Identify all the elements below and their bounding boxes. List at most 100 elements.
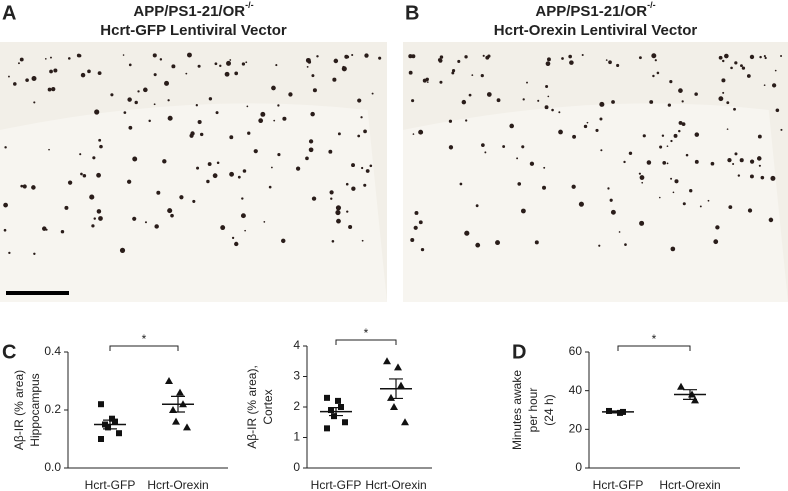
plaque bbox=[413, 225, 418, 230]
plaque bbox=[31, 75, 37, 81]
plaque bbox=[770, 175, 776, 181]
plaque bbox=[277, 153, 281, 157]
plaque bbox=[242, 169, 247, 173]
sem-bar bbox=[329, 407, 343, 417]
plaque bbox=[545, 85, 549, 89]
plaque bbox=[670, 177, 673, 180]
plaque bbox=[547, 95, 550, 98]
plaque bbox=[694, 159, 699, 164]
plaque bbox=[335, 205, 342, 211]
plaque bbox=[426, 81, 429, 83]
plaque bbox=[756, 156, 762, 161]
y-tick-label: 60 bbox=[569, 344, 583, 358]
sem-bar bbox=[171, 395, 185, 413]
y-tick-label: 20 bbox=[569, 422, 583, 436]
plaque bbox=[96, 172, 101, 178]
plaque bbox=[42, 226, 47, 231]
plaque bbox=[718, 55, 723, 60]
panel-label: C bbox=[2, 341, 16, 363]
plaque bbox=[727, 157, 732, 163]
plaque bbox=[670, 139, 673, 143]
plaque bbox=[253, 149, 258, 154]
plaque bbox=[8, 251, 11, 255]
plaque bbox=[263, 221, 266, 223]
plaque bbox=[639, 220, 645, 226]
plaque bbox=[609, 198, 613, 202]
plaque bbox=[545, 61, 551, 67]
plaque bbox=[740, 64, 743, 68]
plaque bbox=[678, 129, 681, 133]
plaque bbox=[749, 174, 754, 179]
y-tick-label: 4 bbox=[293, 338, 300, 352]
plaque bbox=[682, 202, 686, 206]
plaque bbox=[746, 74, 751, 78]
plaque bbox=[241, 197, 244, 200]
plaque bbox=[273, 119, 276, 122]
plaque bbox=[558, 129, 563, 135]
plaque bbox=[451, 71, 455, 75]
plaque bbox=[669, 80, 673, 84]
plaque bbox=[526, 81, 528, 84]
sem-bar bbox=[389, 378, 403, 400]
plaque bbox=[726, 128, 729, 130]
plaque bbox=[468, 93, 472, 97]
plaque bbox=[20, 184, 24, 188]
plaque bbox=[311, 196, 317, 201]
plaque bbox=[649, 100, 654, 104]
data-point bbox=[183, 423, 191, 431]
plaque bbox=[561, 57, 564, 60]
plaque bbox=[156, 190, 161, 195]
plaque bbox=[715, 225, 720, 230]
data-point bbox=[112, 418, 118, 425]
plaque bbox=[741, 66, 746, 70]
plaque bbox=[544, 105, 549, 110]
plaque bbox=[19, 57, 24, 62]
y-axis-label: Aβ-IR (% area) bbox=[12, 370, 26, 450]
plaque bbox=[623, 160, 626, 164]
plaque bbox=[774, 69, 777, 72]
plaque bbox=[465, 119, 468, 122]
plaque bbox=[360, 116, 363, 119]
plaque bbox=[537, 99, 540, 102]
data-point bbox=[606, 407, 612, 414]
plaque bbox=[707, 199, 710, 202]
plaque bbox=[734, 152, 738, 156]
plaque bbox=[18, 62, 20, 65]
plaque bbox=[652, 74, 655, 78]
plaque bbox=[667, 103, 671, 107]
plaque bbox=[737, 174, 741, 177]
plaque bbox=[768, 217, 774, 223]
significance-bracket bbox=[109, 345, 179, 351]
plaque bbox=[749, 159, 755, 164]
plaque bbox=[672, 191, 675, 194]
plaque bbox=[496, 98, 501, 103]
plaque bbox=[241, 62, 246, 66]
data-point bbox=[98, 401, 104, 408]
plaque bbox=[713, 239, 719, 245]
plaque bbox=[3, 202, 8, 208]
plaque bbox=[342, 65, 345, 69]
plaque bbox=[763, 55, 766, 58]
plaque bbox=[132, 216, 137, 221]
plaque bbox=[674, 179, 679, 184]
plaque bbox=[363, 183, 367, 187]
plaque bbox=[459, 182, 463, 186]
plaque bbox=[189, 133, 194, 138]
sem-bar bbox=[103, 419, 117, 430]
plaque bbox=[260, 111, 266, 117]
plaque bbox=[208, 97, 213, 101]
plaque bbox=[96, 209, 102, 214]
plaque bbox=[521, 145, 525, 149]
y-axis-label: Hippocampus bbox=[28, 373, 42, 446]
data-point bbox=[328, 407, 334, 414]
data-point bbox=[387, 393, 395, 401]
plaque bbox=[159, 58, 163, 61]
plaque bbox=[411, 99, 415, 103]
plaque bbox=[237, 175, 241, 179]
plaque bbox=[351, 53, 354, 57]
plaque bbox=[361, 166, 364, 170]
plaque bbox=[522, 98, 525, 101]
plaque bbox=[763, 84, 766, 87]
plaque bbox=[694, 92, 698, 96]
plaque bbox=[670, 246, 676, 252]
